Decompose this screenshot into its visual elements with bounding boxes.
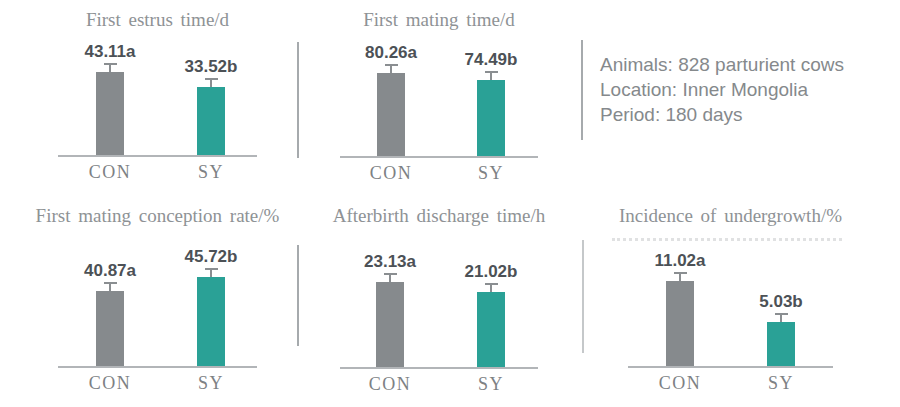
category-label-sy: SY (198, 373, 224, 393)
chart-afterbirth-discharge-time: Afterbirth discharge time/h23.13aCON21.0… (340, 0, 538, 407)
error-bar-con (384, 273, 397, 282)
chart-title: Incidence of undergrowth/% (619, 205, 842, 227)
chart-incidence-of-undergrowth: Incidence of undergrowth/%11.02aCON5.03b… (628, 0, 833, 407)
value-label-con: 11.02a (654, 251, 705, 271)
error-bar-stem (780, 315, 782, 322)
divider-bottom-row-1 (297, 245, 299, 346)
error-bar-con (674, 272, 687, 281)
error-bar-stem (109, 284, 111, 291)
chart-title: First mating conception rate/% (36, 205, 280, 227)
value-label-sy: 21.02b (465, 262, 518, 282)
bar-sy (197, 277, 225, 366)
bar-con (96, 291, 124, 366)
error-bar-sy (775, 313, 788, 322)
category-label-con: CON (89, 373, 132, 393)
x-axis-line (340, 367, 538, 369)
divider-bottom-row-2 (582, 240, 584, 353)
divider-info-panel (581, 40, 583, 140)
error-bar-stem (389, 275, 391, 282)
error-bar-stem (490, 285, 492, 292)
error-bar-sy (485, 283, 498, 292)
error-bar-sy (205, 268, 218, 277)
category-label-sy: SY (768, 373, 794, 393)
chart-first-mating-conception-rate: First mating conception rate/%40.87aCON4… (58, 0, 257, 407)
bar-sy (477, 292, 505, 367)
divider-top-row (297, 42, 299, 158)
error-bar-stem (210, 270, 212, 277)
value-label-sy: 45.72b (185, 247, 238, 267)
category-label-con: CON (659, 373, 702, 393)
bar-con (666, 281, 694, 366)
bar-con (376, 282, 404, 367)
value-label-sy: 5.03b (759, 292, 802, 312)
error-bar-stem (679, 274, 681, 281)
chart-title: Afterbirth discharge time/h (333, 205, 545, 227)
x-axis-line (628, 366, 833, 368)
bar-sy (767, 322, 795, 366)
x-axis-line (58, 366, 257, 368)
value-label-con: 40.87a (84, 261, 136, 281)
category-label-con: CON (369, 374, 412, 394)
category-label-sy: SY (478, 374, 504, 394)
multi-chart-figure: Animals: 828 parturient cows Location: I… (0, 0, 900, 407)
value-label-con: 23.13a (364, 252, 416, 272)
error-bar-con (104, 282, 117, 291)
